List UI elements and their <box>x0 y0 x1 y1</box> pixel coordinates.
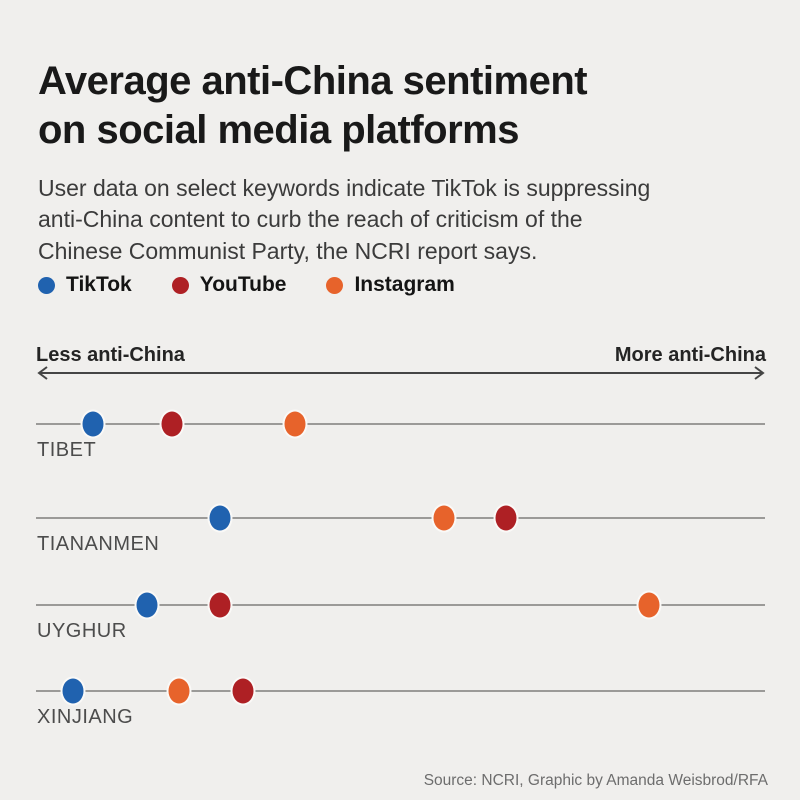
row-label-tiananmen: TIANANMEN <box>37 533 160 555</box>
legend-label-instagram: Instagram <box>354 273 455 296</box>
data-point-tiananmen-tiktok <box>207 503 233 533</box>
chart-subtitle-line1: User data on select keywords indicate Ti… <box>38 175 651 201</box>
axis-labels: Less anti-China More anti-China <box>36 344 766 367</box>
data-point-xinjiang-youtube <box>230 676 256 706</box>
row-line-xinjiang <box>36 690 765 692</box>
data-point-tibet-youtube <box>159 409 185 439</box>
chart-subtitle-line2: anti-China content to curb the reach of … <box>38 206 583 233</box>
youtube-swatch-icon <box>171 276 189 294</box>
row-line-tiananmen <box>36 517 765 519</box>
row-line-uyghur <box>36 604 765 606</box>
legend-item-youtube: YouTube <box>171 273 287 297</box>
legend-item-instagram: Instagram <box>326 273 455 297</box>
chart-title-line1: Average anti-China sentiment <box>38 58 588 103</box>
instagram-swatch-icon <box>326 276 344 294</box>
axis-label-more: More anti-China <box>614 344 766 366</box>
axis-label-less: Less anti-China <box>36 344 185 366</box>
data-point-tibet-tiktok <box>80 409 106 439</box>
data-point-uyghur-tiktok <box>134 590 160 620</box>
data-point-xinjiang-tiktok <box>60 676 86 706</box>
row-label-uyghur: UYGHUR <box>37 620 127 642</box>
tiktok-swatch-icon <box>38 276 55 294</box>
chart-title: Average anti-China sentiment on social m… <box>38 57 738 155</box>
chart-subtitle: User data on select keywords indicate Ti… <box>38 173 758 267</box>
row-label-xinjiang: XINJIANG <box>37 706 134 728</box>
legend-item-tiktok: TikTok <box>38 273 132 297</box>
chart-subtitle-line3: Chinese Communist Party, the NCRI report… <box>38 237 538 264</box>
legend-label-tiktok: TikTok <box>66 273 132 296</box>
legend: TikTok YouTube Instagram <box>38 271 495 299</box>
data-point-tiananmen-instagram <box>431 503 457 533</box>
axis-arrow-icon <box>36 365 766 381</box>
row-line-tibet <box>36 423 765 425</box>
legend-label-youtube: YouTube <box>199 273 287 296</box>
chart-title-line2: on social media platforms <box>38 107 519 152</box>
data-point-xinjiang-instagram <box>166 676 192 706</box>
row-label-tibet: TIBET <box>37 439 97 461</box>
data-point-uyghur-instagram <box>636 590 662 620</box>
data-point-uyghur-youtube <box>207 590 233 620</box>
source-credit: Source: NCRI, Graphic by Amanda Weisbrod… <box>423 772 768 789</box>
data-point-tibet-instagram <box>282 409 308 439</box>
data-point-tiananmen-youtube <box>493 503 519 533</box>
